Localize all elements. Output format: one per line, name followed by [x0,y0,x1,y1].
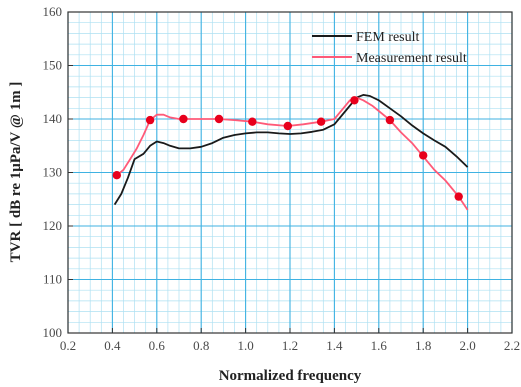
x-tick-label: 0.2 [60,338,76,353]
x-axis-title: Normalized frequency [219,368,362,384]
series-layer [112,94,469,211]
legend: FEM result Measurement result [312,30,467,66]
series-line-measurement [116,96,469,211]
y-tick-label: 160 [43,4,63,19]
x-tick-label: 1.8 [415,338,431,353]
measurement-point [316,117,326,126]
x-tick-label: 1.4 [326,338,343,353]
y-tick-label: 130 [43,165,63,180]
legend-label-fem: FEM result [356,30,420,45]
legend-label-measurement: Measurement result [356,51,467,66]
measurement-point [248,117,257,126]
measurement-point [179,114,188,124]
y-tick-label: 150 [43,58,63,73]
y-tick-label: 120 [43,218,63,233]
x-tick-label: 1.2 [282,338,298,353]
x-tick-label: 2.2 [504,338,520,353]
tick-labels: 0.2 0.4 0.6 0.8 1.0 1.2 1.4 1.6 1.8 2.0 2.2 100 110 1… [43,4,521,353]
x-tick-label: 0.4 [104,338,121,353]
measurement-point [350,96,359,105]
measurement-point [419,151,428,160]
measurement-point [112,171,122,180]
x-tick-label: 1.0 [237,338,253,353]
measurement-point [283,121,292,131]
measurement-point [145,115,155,125]
x-tick-label: 2.0 [459,338,475,353]
measurement-point [214,114,224,124]
y-tick-label: 100 [43,325,63,340]
y-tick-label: 110 [43,272,62,287]
x-tick-label: 1.6 [371,338,388,353]
x-tick-label: 0.8 [193,338,209,353]
x-tick-label: 0.6 [149,338,166,353]
series-line-fem [113,94,469,206]
y-axis-title: TVR [ dB re 1μPa/V @ 1m ] [8,82,24,263]
measurement-point [385,115,395,125]
measurement-point [454,192,463,201]
y-tick-label: 140 [43,111,63,126]
plot-frame [67,11,513,334]
